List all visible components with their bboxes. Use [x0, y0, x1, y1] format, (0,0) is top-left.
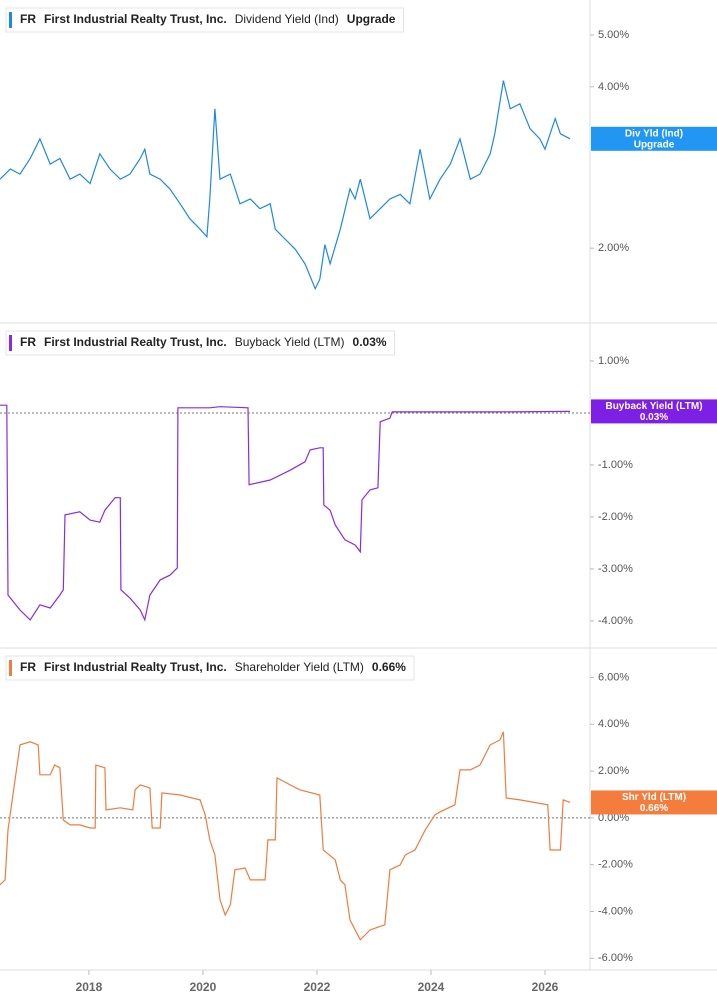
y-tick-label: -4.00% [598, 615, 633, 627]
legend-header: FR First Industrial Realty Trust, Inc. Sha… [5, 655, 415, 681]
series-line [0, 80, 571, 291]
series-line [0, 731, 571, 941]
value-badge [591, 126, 717, 151]
x-tick-label: 2018 [76, 980, 103, 994]
legend-text: Dividend Yield (Ind) [235, 12, 339, 26]
x-tick-label: 2020 [190, 980, 217, 994]
legend-swatch [9, 335, 12, 351]
y-tick-label: -4.00% [598, 905, 633, 917]
legend-text: Shareholder Yield (LTM) [235, 660, 364, 674]
badge-name: Div Yld (Ind) [625, 128, 683, 139]
badge-label: 0.03% [640, 412, 668, 423]
y-tick-label: -2.00% [598, 511, 633, 523]
badge-name: Shr Yld (LTM) [622, 792, 686, 803]
badge-label: 0.66% [640, 803, 668, 814]
badge-name: Buyback Yield (LTM) [605, 401, 702, 412]
legend-header: FR First Industrial Realty Trust, Inc. Div… [5, 7, 404, 33]
legend-text: Upgrade [347, 12, 396, 26]
value-badge [591, 790, 717, 815]
y-tick-label: 6.00% [598, 671, 629, 683]
x-tick-label: 2022 [304, 980, 331, 994]
x-tick-label: 2026 [532, 980, 559, 994]
legend-text: FR [20, 12, 36, 26]
legend-box [5, 330, 396, 356]
y-tick-label: -1.00% [598, 459, 633, 471]
legend-text: FR [20, 660, 36, 674]
y-tick-label: 0.00% [598, 812, 629, 824]
x-tick-label: 2024 [418, 980, 445, 994]
series-line [0, 404, 571, 622]
y-tick-label: 1.00% [598, 355, 629, 367]
y-tick-label: -2.00% [598, 859, 633, 871]
legend-swatch [9, 12, 12, 28]
legend-box [5, 7, 404, 33]
legend-header: FR First Industrial Realty Trust, Inc. Buy… [5, 330, 396, 356]
legend-text: First Industrial Realty Trust, Inc. [44, 660, 227, 674]
y-tick-label: 5.00% [598, 29, 629, 41]
y-tick-label: 2.00% [598, 765, 629, 777]
y-tick-label: 2.00% [598, 242, 629, 254]
value-badge [591, 399, 717, 424]
y-tick-label: 4.00% [598, 81, 629, 93]
legend-text: First Industrial Realty Trust, Inc. [44, 335, 227, 349]
legend-text: First Industrial Realty Trust, Inc. [44, 12, 227, 26]
legend-text: Buyback Yield (LTM) [235, 335, 345, 349]
y-tick-label: -3.00% [598, 563, 633, 575]
y-tick-label: -6.00% [598, 952, 633, 964]
legend-text: 0.66% [372, 660, 406, 674]
legend-box [5, 655, 415, 681]
badge-label: Upgrade [634, 139, 675, 150]
legend-swatch [9, 660, 12, 676]
y-tick-label: 4.00% [598, 718, 629, 730]
legend-text: 0.03% [353, 335, 387, 349]
legend-text: FR [20, 335, 36, 349]
